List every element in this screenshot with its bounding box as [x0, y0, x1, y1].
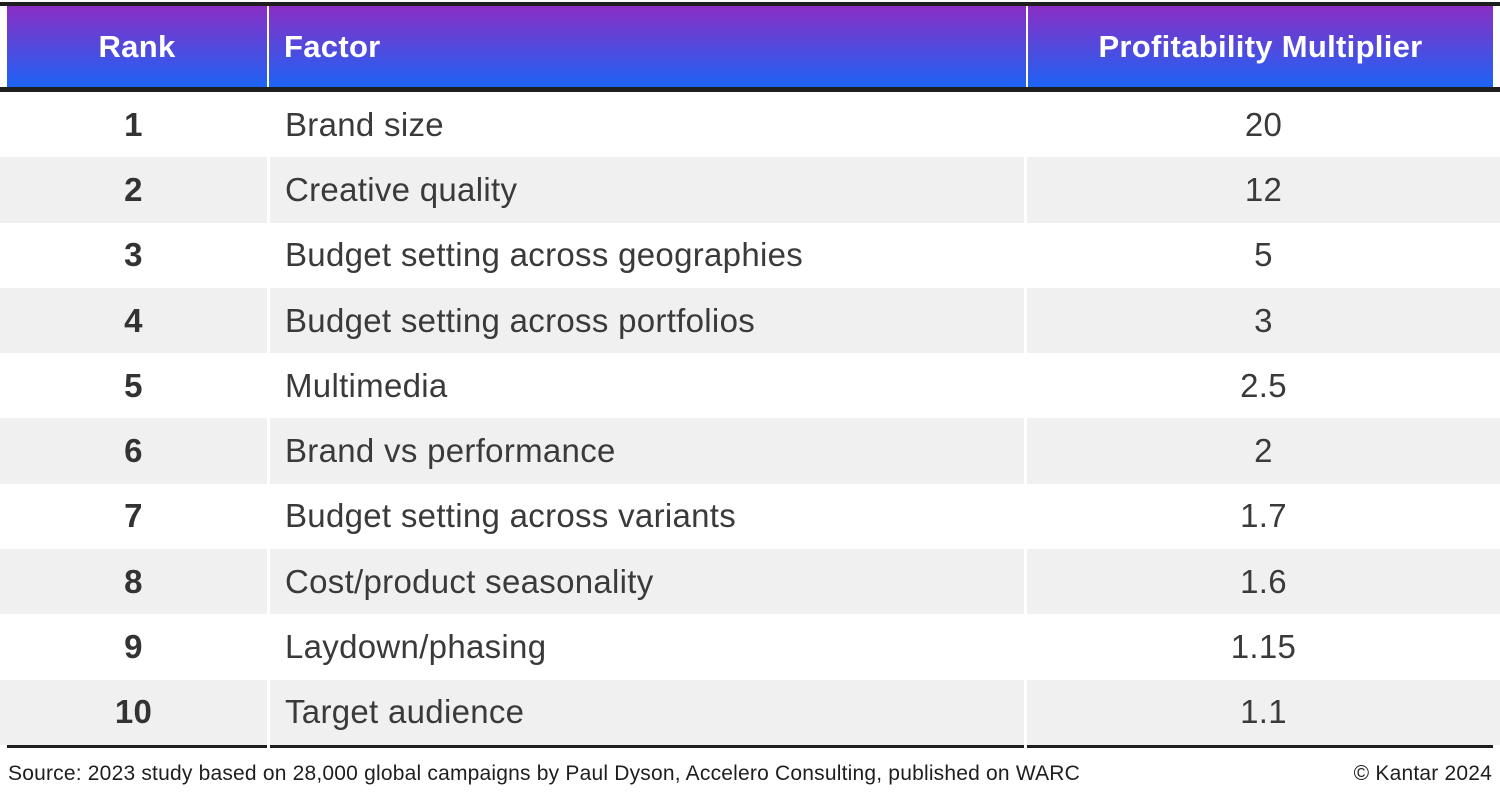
factor-cell: Multimedia [285, 366, 448, 404]
factor-cell: Cost/product seasonality [270, 549, 1024, 615]
top-border-line [0, 2, 1500, 6]
copyright-notice: © Kantar 2024 [1353, 761, 1492, 785]
factor-cell: Budget setting across portfolios [270, 287, 1024, 354]
table-row: 3 Budget setting across geographies 5 [0, 222, 1500, 288]
table-row: 1 Brand size 20 [0, 92, 1500, 158]
table-row: 7 Budget setting across variants 1.7 [0, 483, 1500, 550]
header-cell-factor: Factor [267, 6, 1026, 87]
multiplier-cell: 1.7 [1240, 497, 1287, 535]
footer: Source: 2023 study based on 28,000 globa… [0, 748, 1500, 800]
multiplier-cell: 5 [1254, 236, 1273, 274]
multiplier-cell: 3 [1027, 287, 1500, 354]
table-row: 4 Budget setting across portfolios 3 [0, 287, 1500, 354]
table-body: 1 Brand size 20 2 Creative quality 12 3 … [0, 92, 1500, 745]
table-row: 9 Laydown/phasing 1.15 [0, 614, 1500, 680]
source-attribution: Source: 2023 study based on 28,000 globa… [8, 761, 1081, 785]
rank-cell: 7 [124, 497, 143, 535]
factor-cell: Budget setting across geographies [285, 236, 804, 274]
table-header-row: Rank Factor Profitability Multiplier [7, 6, 1493, 87]
header-cell-rank: Rank [98, 28, 176, 64]
top-gap [0, 0, 1500, 2]
multiplier-cell: 1.1 [1027, 679, 1500, 745]
table-row: 5 Multimedia 2.5 [0, 353, 1500, 419]
factor-cell: Brand size [285, 105, 444, 143]
table-row: 6 Brand vs performance 2 [0, 418, 1500, 484]
rank-cell: 4 [0, 287, 267, 354]
factor-cell: Target audience [270, 679, 1024, 745]
header-underline [0, 87, 1500, 92]
rank-cell: 1 [124, 105, 143, 143]
multiplier-cell: 1.15 [1230, 628, 1297, 666]
rank-cell: 5 [124, 366, 143, 404]
multiplier-cell: 20 [1244, 105, 1283, 143]
multiplier-cell: 12 [1027, 157, 1500, 223]
rank-cell: 2 [0, 157, 267, 223]
table-row: 2 Creative quality 12 [0, 157, 1500, 223]
factor-cell: Creative quality [270, 157, 1024, 223]
rank-cell: 8 [0, 549, 267, 615]
rank-cell: 6 [0, 418, 267, 484]
multiplier-cell: 2.5 [1240, 366, 1287, 404]
rank-cell: 3 [124, 236, 143, 274]
rank-cell: 10 [0, 679, 267, 745]
table-row: 8 Cost/product seasonality 1.6 [0, 549, 1500, 615]
multiplier-cell: 1.6 [1027, 549, 1500, 615]
factor-cell: Laydown/phasing [285, 628, 547, 666]
factor-cell: Brand vs performance [270, 418, 1024, 484]
header-cell-multiplier: Profitability Multiplier [1026, 6, 1493, 87]
rank-cell: 9 [124, 628, 143, 666]
table-row: 10 Target audience 1.1 [0, 679, 1500, 745]
multiplier-cell: 2 [1027, 418, 1500, 484]
factor-cell: Budget setting across variants [285, 497, 737, 535]
table-bottom-border [0, 744, 1500, 748]
